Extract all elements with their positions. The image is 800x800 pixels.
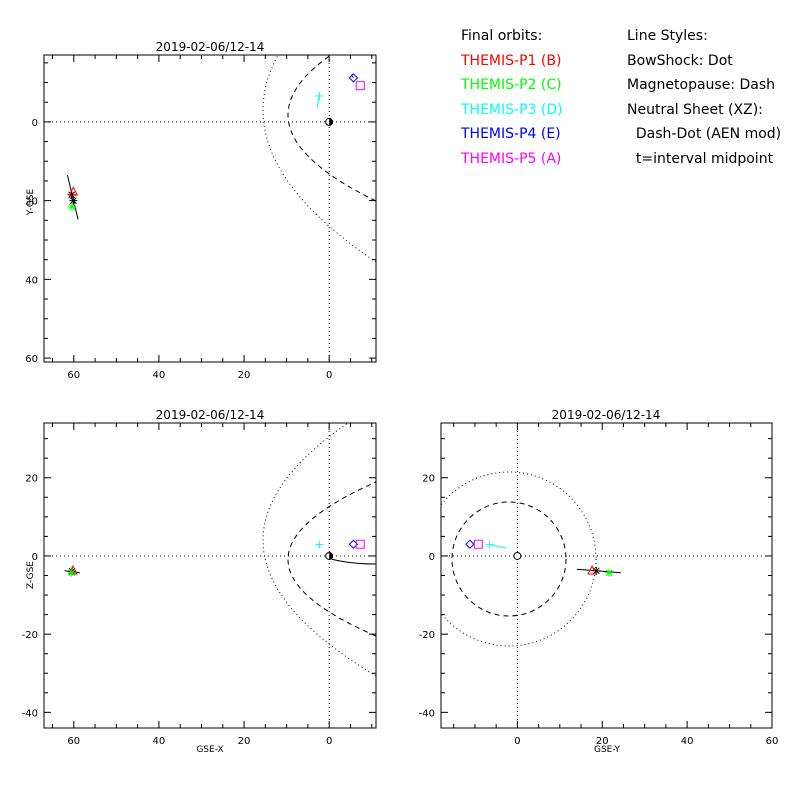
xz-panel-title: 2019-02-06/12-14 (156, 408, 265, 422)
y-tick-label: -20 (22, 630, 38, 641)
x-tick-label: 20 (238, 736, 251, 747)
legend-probe-p1: THEMIS-P1 (B) (461, 52, 562, 69)
yz-magnetopause-circle (451, 501, 567, 617)
probe-p3-marker (315, 91, 324, 100)
y-tick-label: 0 (429, 552, 435, 563)
line-style-interval-note: t=interval midpoint (627, 150, 774, 167)
x-tick-label: 40 (681, 736, 694, 747)
final-orbits-legend: Final orbits: THEMIS-P1 (B) THEMIS-P2 (C… (461, 24, 563, 171)
probe-p2-marker (68, 202, 77, 211)
xz-magnetopause-curve (287, 481, 376, 637)
earth-icon (325, 117, 334, 126)
y-tick-label: -20 (419, 630, 435, 641)
probe-p1-marker (68, 186, 79, 196)
x-tick-label: 60 (67, 736, 80, 747)
y-tick-label: 40 (25, 275, 38, 286)
xz-bowshock-curve (262, 423, 376, 677)
x-tick-label: 0 (326, 370, 332, 381)
legend-probe-p2: THEMIS-P2 (C) (461, 77, 562, 93)
y-tick-label: -40 (419, 708, 435, 719)
probe-p5-marker (355, 539, 365, 549)
xy-plot-frame (43, 54, 377, 363)
x-tick-label: 0 (514, 736, 520, 747)
yz-bowshock-circle (441, 471, 597, 647)
y-tick-label: 20 (25, 197, 38, 208)
xy-bowshock-curve (262, 55, 376, 263)
position-marker (69, 196, 78, 205)
probe-p2-marker (605, 568, 614, 577)
x-tick-label: 40 (153, 370, 166, 381)
line-style-neutral-sheet-model: Dash-Dot (AEN mod) (627, 126, 782, 142)
xy-y-axis-label: Y-GSE (26, 189, 36, 217)
probe-p3-marker (485, 540, 494, 549)
earth-icon (325, 551, 334, 560)
y-tick-label: 20 (25, 474, 38, 485)
x-tick-label: 40 (153, 736, 166, 747)
xz-plot-frame (43, 422, 377, 729)
xy-panel-title: 2019-02-06/12-14 (156, 40, 265, 54)
probe-p4-marker (348, 73, 359, 83)
legend-probe-p3: THEMIS-P3 (D) (461, 101, 563, 118)
final-orbits-title: Final orbits: (461, 28, 543, 44)
x-tick-label: 0 (326, 736, 332, 747)
orbit-track (489, 544, 507, 549)
xz-neutral-sheet-curve (330, 558, 376, 565)
y-tick-label: 0 (32, 552, 38, 563)
yz-panel-title: 2019-02-06/12-14 (552, 408, 661, 422)
line-styles-title: Line Styles: (627, 28, 708, 44)
line-style-bowshock: BowShock: Dot (627, 52, 733, 69)
yz-x-axis-label: GSE-Y (594, 745, 621, 755)
legend-probe-p4: THEMIS-P4 (E) (461, 126, 561, 142)
legend-probe-p5: THEMIS-P5 (A) (461, 150, 562, 167)
xz-y-axis-label: Z-GSE (26, 561, 36, 589)
x-tick-label: 20 (596, 736, 609, 747)
probe-p4-marker (465, 539, 475, 549)
x-tick-label: 60 (67, 370, 80, 381)
line-style-neutral-sheet: Neutral Sheet (XZ): (627, 101, 763, 118)
y-tick-label: 0 (32, 118, 38, 129)
y-tick-label: -40 (22, 708, 38, 719)
x-tick-label: 20 (238, 370, 251, 381)
xz-x-axis-label: GSE-X (196, 745, 223, 755)
x-tick-label: 60 (766, 736, 779, 747)
xy-orbit-panel: 2019-02-06/12-14 60 40 20 0 0 20 40 60 Y-GSE (25, 40, 377, 381)
y-tick-label: 20 (422, 474, 435, 485)
probe-p5-marker (473, 539, 483, 549)
orbit-track (66, 174, 79, 220)
probe-p3-marker (315, 540, 324, 549)
yz-orbit-panel: 2019-02-06/12-14 0 20 40 60 -40 -20 0 20 GSE-Y (419, 408, 779, 755)
line-styles-legend: Line Styles: BowShock: Dot Magnetopause:… (627, 24, 781, 171)
earth-icon (513, 551, 522, 560)
probe-p5-marker (355, 81, 365, 91)
line-style-magnetopause: Magnetopause: Dash (627, 77, 776, 93)
probe-p1-marker (587, 564, 597, 575)
probe-p2-marker (67, 568, 76, 577)
xy-magnetopause-curve (287, 55, 376, 202)
y-tick-label: 60 (25, 354, 38, 365)
